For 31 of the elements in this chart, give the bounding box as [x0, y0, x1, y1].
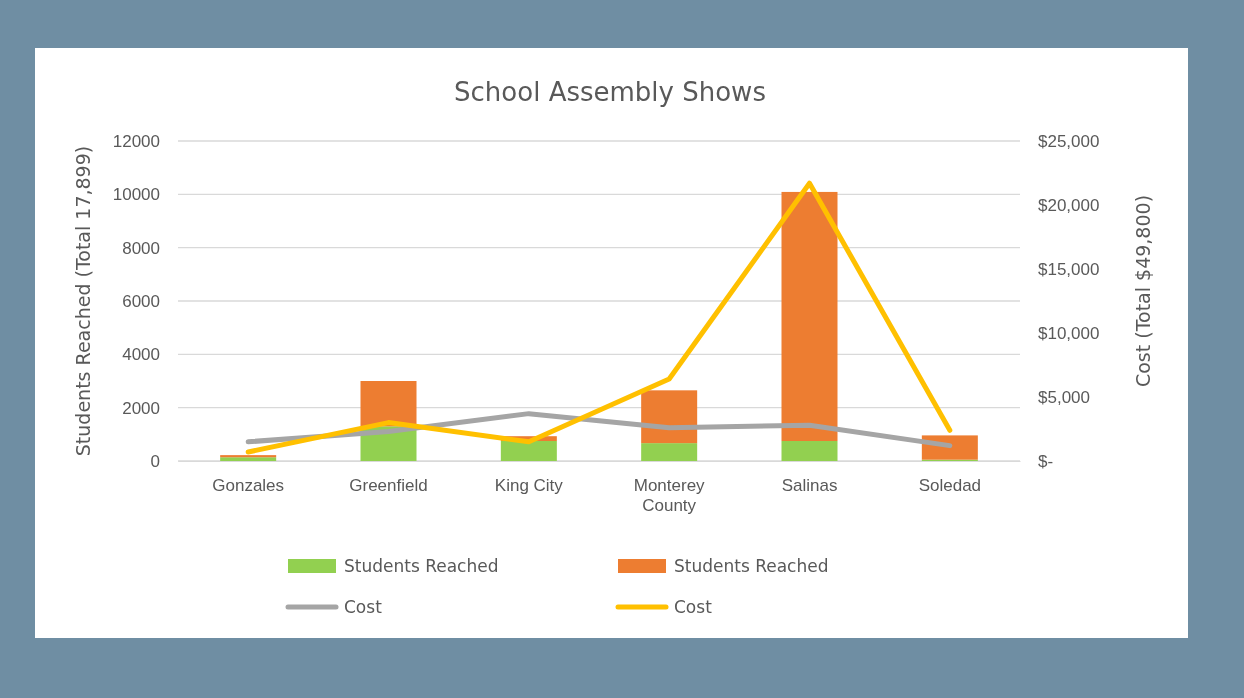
- y-tick-label: 10000: [112, 185, 160, 205]
- y-tick-label: 6000: [122, 291, 160, 311]
- x-tick-label: Salinas: [781, 476, 838, 496]
- y-tick-label: 0: [150, 451, 160, 471]
- bar: [781, 441, 838, 461]
- y2-tick-label: $5,000: [1038, 387, 1090, 407]
- y2-tick-label: $25,000: [1038, 131, 1100, 151]
- legend-label: Cost: [344, 597, 383, 617]
- legend-label: Students Reached: [674, 556, 829, 576]
- y-axis-title: Students Reached (Total 17,899): [72, 145, 94, 457]
- x-tick-label: Soledad: [918, 476, 982, 496]
- y-tick-label: 12000: [112, 131, 160, 151]
- y-tick-label: 4000: [122, 345, 160, 365]
- x-tick-label: Gonzales: [212, 476, 285, 496]
- bar: [360, 381, 417, 427]
- y2-tick-label: $20,000: [1038, 195, 1100, 215]
- bar: [781, 191, 838, 441]
- y2-tick-label: $15,000: [1038, 259, 1100, 279]
- x-tick-label: King City: [494, 476, 564, 496]
- chart-title: School Assembly Shows: [454, 77, 766, 107]
- legend-label: Cost: [674, 597, 713, 617]
- y2-axis-title: Cost (Total $49,800): [1132, 194, 1154, 388]
- y-tick-label: 8000: [122, 238, 160, 258]
- y-tick-label: 2000: [122, 398, 160, 418]
- x-tick-label: Greenfield: [349, 476, 428, 496]
- legend-label: Students Reached: [344, 556, 499, 576]
- x-tick-label: Monterey County: [633, 476, 706, 516]
- y2-tick-label: $10,000: [1038, 323, 1100, 343]
- y2-tick-label: $-: [1038, 451, 1054, 471]
- bar: [641, 443, 698, 461]
- bar: [500, 441, 557, 461]
